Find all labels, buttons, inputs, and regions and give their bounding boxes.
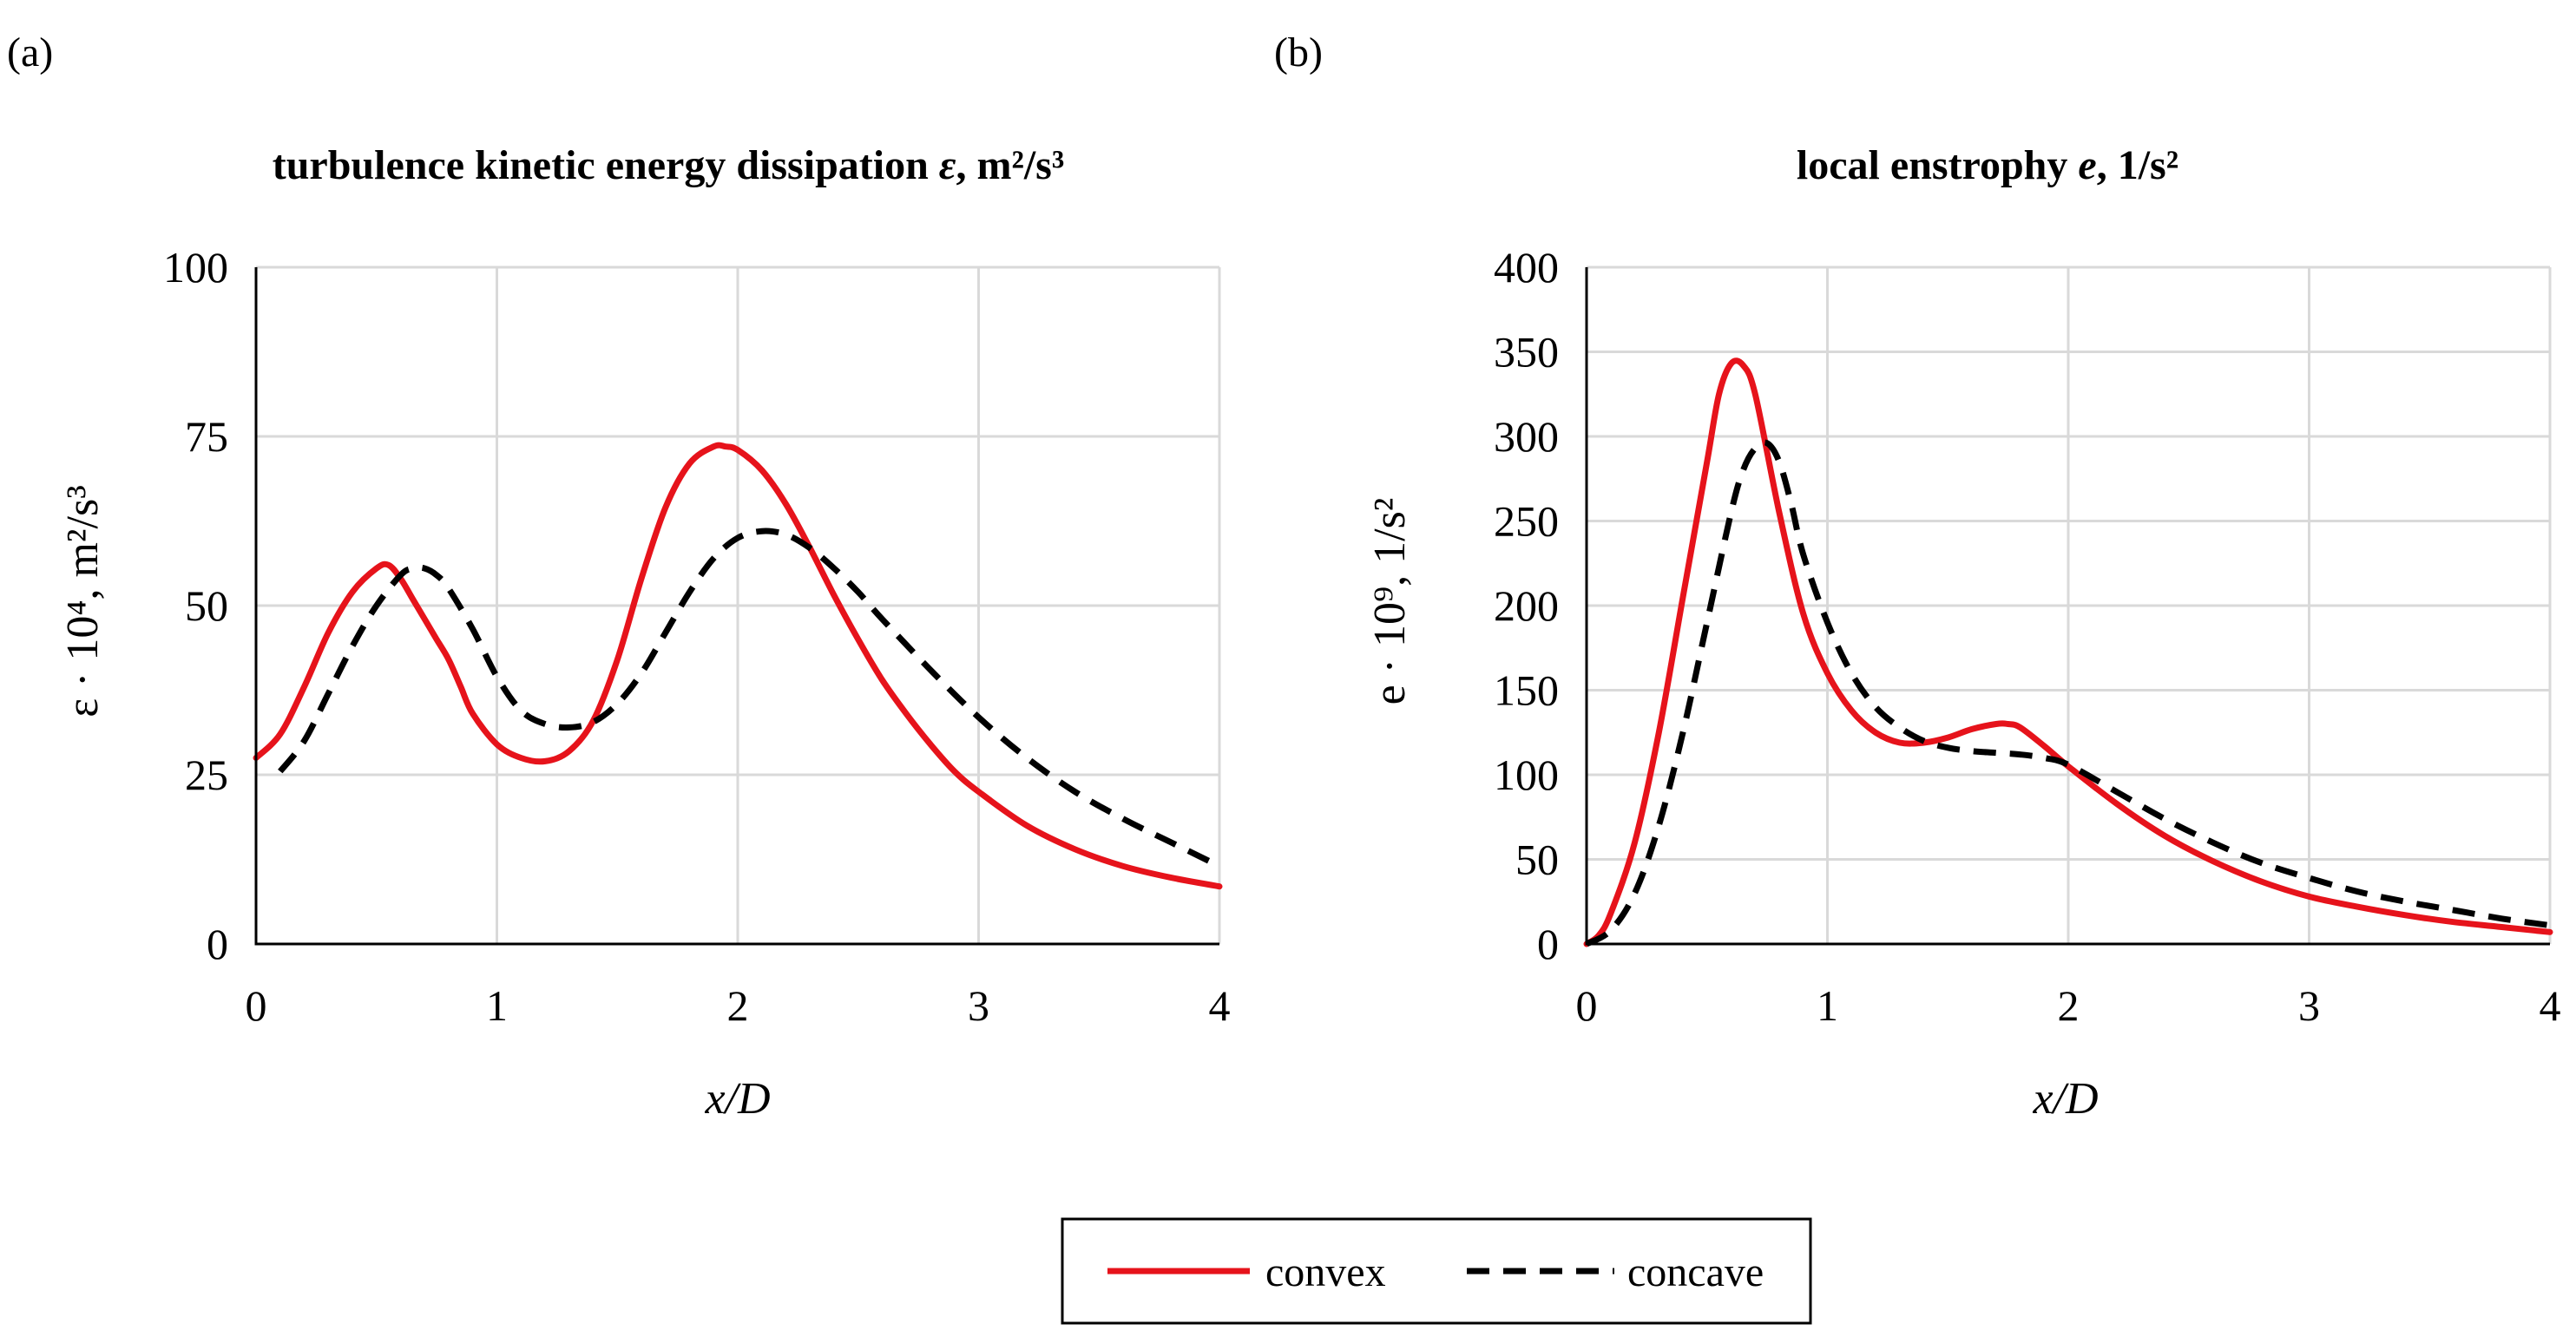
- y-tick-label: 200: [1494, 581, 1559, 630]
- x-tick-label: 4: [2540, 981, 2561, 1030]
- panel-a-title-symbol: ε: [939, 142, 956, 188]
- x-tick-label: 2: [2058, 981, 2080, 1030]
- legend-label-concave: concave: [1627, 1249, 1764, 1295]
- panel-a: (a) turbulence kinetic energy dissipatio…: [7, 29, 1231, 1124]
- panel-b-y-tick-labels: 0 50 100 150 200 250 300 350 400: [1494, 243, 1559, 968]
- x-tick-label: 3: [2298, 981, 2320, 1030]
- panel-b-series: [1583, 357, 2553, 947]
- y-tick-label: 400: [1494, 243, 1559, 292]
- panel-a-series: [253, 442, 1223, 890]
- panel-a-title: turbulence kinetic energy dissipation ε,…: [273, 142, 1065, 188]
- panel-a-y-axis-title: ε · 10⁴, m²/s³: [58, 485, 108, 718]
- panel-b-y-axis-title: e · 10⁹, 1/s²: [1365, 498, 1415, 705]
- panel-b-x-axis-title: x/D: [2032, 1074, 2098, 1124]
- panel-b-title-symbol: e: [2078, 142, 2096, 188]
- panel-a-title-text: turbulence kinetic energy dissipation: [273, 142, 929, 188]
- panel-b-x-tick-labels: 0 1 2 3 4: [1576, 981, 2561, 1030]
- x-tick-label: 1: [486, 981, 508, 1030]
- y-tick-label: 75: [185, 412, 228, 461]
- legend-label-convex: convex: [1265, 1249, 1386, 1295]
- x-tick-label: 0: [246, 981, 267, 1030]
- x-tick-label: 4: [1209, 981, 1231, 1030]
- panel-b-title: local enstrophy e, 1/s²: [1797, 142, 2178, 188]
- y-tick-label: 350: [1494, 328, 1559, 377]
- y-tick-label: 100: [1494, 750, 1559, 799]
- y-tick-label: 100: [163, 243, 228, 292]
- x-tick-label: 3: [968, 981, 989, 1030]
- legend: convex concave: [1061, 1217, 1812, 1325]
- y-tick-label: 300: [1494, 412, 1559, 461]
- panel-b-gridlines: [1587, 265, 2552, 944]
- panel-b: (b) local enstrophy e, 1/s² 050100150200…: [1274, 29, 2561, 1124]
- panel-a-title-unit: , m²/s³: [956, 142, 1064, 188]
- panel-b-label: (b): [1274, 29, 1323, 75]
- panel-a-axes: [254, 267, 1219, 946]
- x-tick-label: 1: [1817, 981, 1838, 1030]
- series-line-convex: [253, 442, 1223, 890]
- panel-a-gridlines: [256, 265, 1221, 944]
- panel-b-title-text: local enstrophy: [1797, 142, 2067, 188]
- y-tick-label: 0: [207, 920, 228, 968]
- x-tick-label: 0: [1576, 981, 1598, 1030]
- panel-b-title-unit: , 1/s²: [2097, 142, 2178, 188]
- series-line-concave: [1585, 439, 2551, 947]
- panel-a-x-axis-title: x/D: [704, 1074, 770, 1124]
- panel-a-x-tick-labels: 0 1 2 3 4: [246, 981, 1231, 1030]
- series-line-concave: [278, 528, 1221, 869]
- series-line-convex: [1583, 357, 2553, 947]
- y-tick-label: 25: [185, 750, 228, 799]
- y-tick-label: 50: [185, 581, 228, 630]
- y-tick-label: 50: [1515, 836, 1559, 884]
- x-tick-label: 2: [727, 981, 749, 1030]
- y-tick-label: 250: [1494, 497, 1559, 546]
- y-tick-label: 0: [1537, 920, 1559, 968]
- panel-a-label: (a): [7, 29, 53, 75]
- panel-b-axes: [1585, 267, 2550, 946]
- y-tick-label: 150: [1494, 666, 1559, 715]
- panel-a-y-tick-labels: 0 25 50 75 100: [163, 243, 228, 968]
